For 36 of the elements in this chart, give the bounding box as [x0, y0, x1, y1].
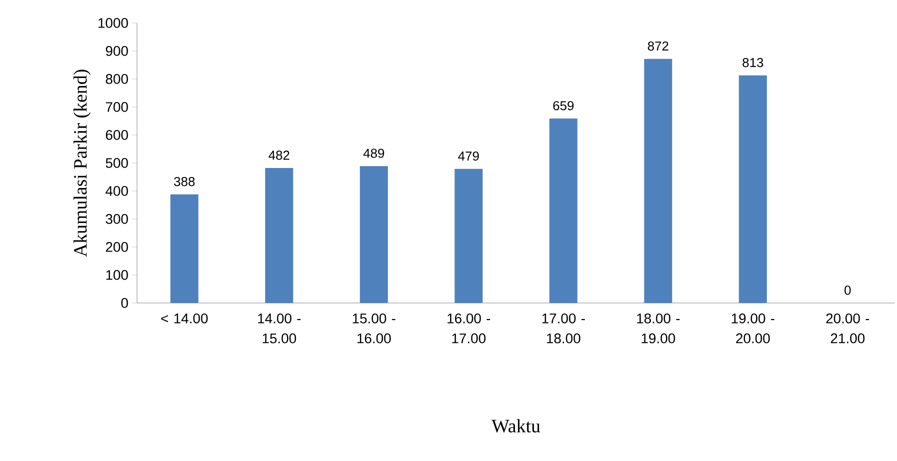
- x-axis-title: Waktu: [492, 419, 540, 433]
- bar: [454, 168, 483, 303]
- y-tick-label: 1000: [98, 18, 128, 28]
- x-tick-label: 18.00 - 19.00: [637, 313, 680, 344]
- x-tick-label: 14.00 - 15.00: [258, 313, 301, 344]
- data-label: 489: [363, 148, 384, 158]
- data-label: 388: [174, 176, 195, 186]
- y-tick-label: 300: [106, 214, 128, 224]
- data-label: 0: [844, 286, 851, 295]
- x-tick-label: 17.00 - 18.00: [542, 313, 585, 344]
- y-tick-label: 800: [106, 74, 128, 84]
- data-label: 872: [648, 41, 668, 51]
- bar: [549, 118, 578, 303]
- y-tick-label: 400: [106, 186, 128, 196]
- data-label: 659: [553, 101, 574, 110]
- y-tick-label: 0: [121, 298, 128, 308]
- bar: [360, 166, 388, 303]
- bar: [738, 75, 767, 303]
- y-tick-label: 600: [106, 130, 128, 140]
- bar: [644, 58, 672, 303]
- x-tick-label: 16.00 - 17.00: [448, 313, 490, 344]
- y-tick-label: 900: [106, 46, 128, 56]
- x-tick-label: 20.00 - 21.00: [826, 313, 870, 344]
- x-tick-label: < 14.00: [161, 313, 208, 324]
- data-label: 479: [458, 151, 479, 161]
- bar: [170, 194, 198, 303]
- bar: [265, 168, 294, 303]
- data-label: 482: [268, 150, 290, 160]
- y-tick-label: 700: [106, 102, 128, 112]
- x-tick-label: 19.00 - 20.00: [732, 313, 774, 344]
- y-tick-label: 100: [106, 270, 128, 280]
- x-tick-label: 15.00 - 16.00: [352, 313, 396, 344]
- data-label: 813: [742, 58, 764, 68]
- y-tick-label: 200: [106, 242, 128, 252]
- y-tick-label: 500: [106, 158, 128, 168]
- y-axis-title: Akumulasi Parkir (kend): [73, 70, 91, 257]
